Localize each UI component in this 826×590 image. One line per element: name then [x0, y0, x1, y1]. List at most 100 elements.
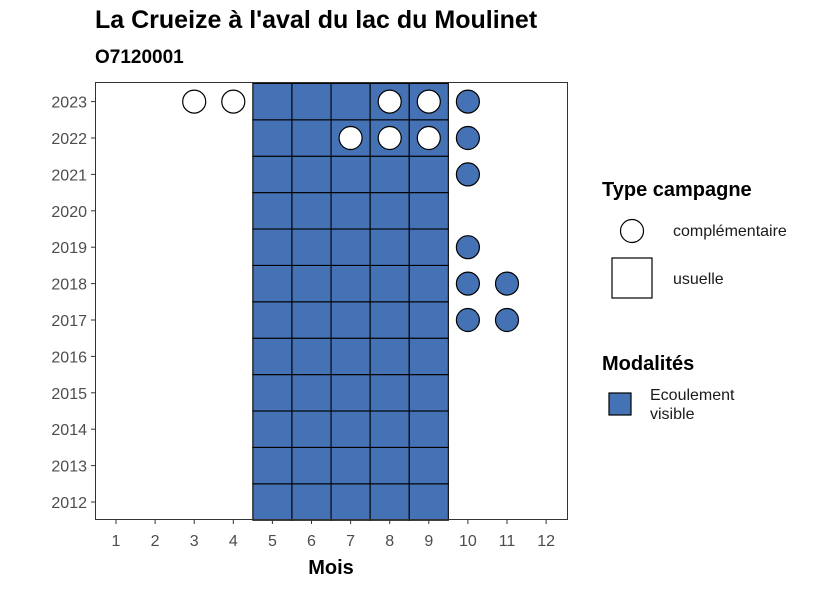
- legend-circle-key: [619, 218, 645, 244]
- tile-2012-8: [369, 483, 410, 521]
- tile-2018-6: [291, 264, 332, 303]
- x-axis-title: Mois: [308, 557, 354, 579]
- x-tick-label-2: 2: [151, 533, 160, 550]
- x-tick-label-9: 9: [424, 533, 433, 550]
- x-tick-label-4: 4: [229, 533, 238, 550]
- tile-2020-6: [291, 192, 332, 230]
- point-2023-10: [455, 89, 480, 114]
- x-tick-label-1: 1: [112, 533, 121, 550]
- legend-label-complementaire: complémentaire: [673, 223, 787, 240]
- y-tick-label-2017: 2017: [51, 313, 87, 330]
- tile-2018-5: [252, 264, 293, 303]
- tile-2013-7: [330, 446, 371, 485]
- tile-2017-7: [330, 301, 371, 339]
- x-tick-label-5: 5: [268, 533, 277, 550]
- point-2022-9: [416, 125, 441, 151]
- y-tick-label-2021: 2021: [51, 167, 87, 184]
- point-2023-3: [182, 89, 207, 114]
- tile-2021-8: [369, 155, 410, 194]
- tile-2022-5: [252, 119, 293, 157]
- tile-2014-6: [291, 410, 332, 448]
- tile-2017-9: [408, 301, 449, 339]
- tile-2012-6: [291, 483, 332, 521]
- point-2023-9: [416, 89, 441, 114]
- tile-2017-5: [252, 301, 293, 339]
- y-tick-label-2018: 2018: [51, 277, 87, 294]
- tile-2016-9: [408, 337, 449, 376]
- y-tick-label-2015: 2015: [51, 386, 87, 403]
- tile-2017-8: [369, 301, 410, 339]
- point-2023-4: [221, 89, 246, 114]
- y-tick-label-2020: 2020: [51, 204, 87, 221]
- tile-2016-6: [291, 337, 332, 376]
- usuelle-tiles: [252, 82, 449, 521]
- tile-2014-7: [330, 410, 371, 448]
- tile-2015-9: [408, 374, 449, 412]
- y-tick-label-2016: 2016: [51, 349, 87, 366]
- point-2022-7: [338, 125, 363, 151]
- tile-2015-8: [369, 374, 410, 412]
- x-axis: 1 2 3 4 5 6 7 8 9 10 11 12: [112, 520, 555, 550]
- tile-2021-9: [408, 155, 449, 194]
- point-2022-10: [455, 125, 480, 151]
- legend-square-key: [611, 257, 653, 299]
- tile-2018-7: [330, 264, 371, 303]
- x-tick-label-10: 10: [459, 533, 477, 550]
- tile-2019-5: [252, 228, 293, 266]
- tile-2023-5: [252, 82, 293, 121]
- point-2017-11: [494, 307, 520, 333]
- tile-2013-9: [408, 446, 449, 485]
- tile-2016-8: [369, 337, 410, 376]
- tile-2021-5: [252, 155, 293, 194]
- panel-border: [95, 82, 568, 520]
- tile-2016-7: [330, 337, 371, 376]
- point-2019-10: [455, 235, 480, 260]
- legend-label-ecoulement: Ecoulement visible: [650, 387, 735, 423]
- tile-2022-6: [291, 119, 332, 157]
- tile-2019-8: [369, 228, 410, 266]
- tile-2014-9: [408, 410, 449, 448]
- tile-2021-6: [291, 155, 332, 194]
- tile-2014-5: [252, 410, 293, 448]
- point-2018-11: [494, 271, 520, 296]
- x-tick-label-8: 8: [385, 533, 394, 550]
- point-2018-10: [455, 271, 480, 296]
- tile-2013-5: [252, 446, 293, 485]
- x-tick-label-7: 7: [346, 533, 355, 550]
- tile-2015-6: [291, 374, 332, 412]
- y-tick-label-2014: 2014: [51, 422, 87, 439]
- tile-2012-5: [252, 483, 293, 521]
- x-tick-label-12: 12: [537, 533, 555, 550]
- tile-2015-7: [330, 374, 371, 412]
- legend-fill-key: [608, 392, 632, 416]
- y-tick-label-2019: 2019: [51, 240, 87, 257]
- tile-2012-9: [408, 483, 449, 521]
- tile-2023-6: [291, 82, 332, 121]
- x-tick-label-11: 11: [499, 533, 516, 550]
- y-tick-label-2013: 2013: [51, 459, 87, 476]
- tile-2012-7: [330, 483, 371, 521]
- y-tick-label-2023: 2023: [51, 95, 87, 112]
- tile-2020-5: [252, 192, 293, 230]
- tile-2023-7: [330, 82, 371, 121]
- point-2022-8: [377, 125, 402, 151]
- tile-2018-8: [369, 264, 410, 303]
- tile-2013-6: [291, 446, 332, 485]
- chart-subtitle: O7120001: [95, 47, 184, 68]
- chart-title: La Crueize à l'aval du lac du Moulinet: [95, 6, 538, 34]
- x-tick-label-3: 3: [190, 533, 199, 550]
- tile-2019-9: [408, 228, 449, 266]
- y-tick-label-2012: 2012: [51, 495, 87, 512]
- tile-2016-5: [252, 337, 293, 376]
- tile-2013-8: [369, 446, 410, 485]
- tile-2019-7: [330, 228, 371, 266]
- tile-2015-5: [252, 374, 293, 412]
- y-tick-label-2022: 2022: [51, 131, 87, 148]
- tile-2021-7: [330, 155, 371, 194]
- complementaire-points: [182, 89, 520, 333]
- x-tick-label-6: 6: [307, 533, 316, 550]
- y-axis: 2012 2013 2014 2015 2016 2017 2018 2019 2020 2021…: [51, 95, 95, 512]
- tile-2018-9: [408, 264, 449, 303]
- point-2023-8: [377, 89, 402, 114]
- legend-shape-title: Type campagne: [602, 179, 752, 201]
